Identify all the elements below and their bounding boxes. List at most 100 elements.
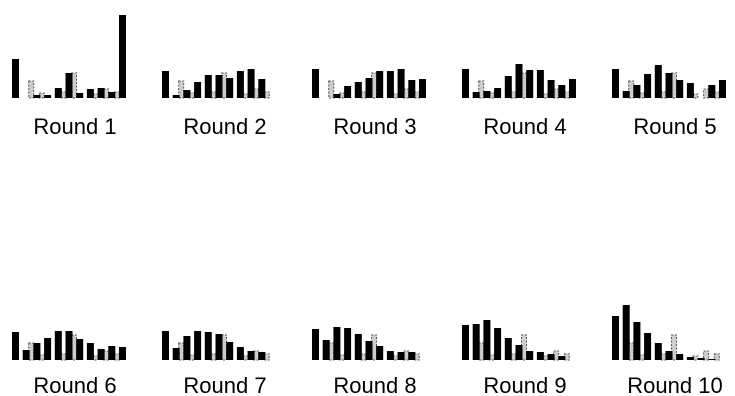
bar-solid xyxy=(622,91,630,98)
bar-solid xyxy=(54,88,62,98)
bar-solid xyxy=(86,343,94,360)
bar-solid xyxy=(76,339,84,360)
bar-solid xyxy=(22,350,30,360)
bar-solid xyxy=(258,79,266,98)
panel-label: Round 4 xyxy=(483,114,566,139)
chart-panel: Round 4 xyxy=(462,64,576,139)
bar-solid xyxy=(236,71,244,98)
bar-solid xyxy=(612,69,619,98)
bar-solid xyxy=(515,345,523,360)
bar-solid xyxy=(483,320,491,360)
bar-solid xyxy=(686,83,694,98)
bar-solid xyxy=(354,334,362,360)
chart-panel: Round 8 xyxy=(312,327,420,396)
bar-solid xyxy=(569,79,576,98)
bar-dashed xyxy=(403,350,410,361)
bar-solid xyxy=(408,352,416,360)
bar-solid xyxy=(483,91,491,98)
bar-solid xyxy=(504,338,512,360)
bar-solid xyxy=(65,331,73,360)
bar-solid xyxy=(376,71,384,98)
bar-solid xyxy=(97,349,105,360)
chart-panel: Round 6 xyxy=(12,331,126,396)
bar-solid xyxy=(12,332,19,360)
bar-solid xyxy=(344,86,352,98)
bar-solid xyxy=(504,76,512,98)
bar-solid xyxy=(322,340,330,360)
bar-solid xyxy=(119,347,126,360)
bar-solid xyxy=(472,324,480,360)
bar-solid xyxy=(536,70,544,98)
bar-solid xyxy=(515,64,523,98)
panel-label: Round 2 xyxy=(183,114,266,139)
bar-dashed xyxy=(328,80,335,99)
bar-solid xyxy=(33,95,41,98)
bar-solid xyxy=(194,331,202,360)
bar-solid xyxy=(558,85,566,98)
bar-solid xyxy=(612,316,619,360)
bar-solid xyxy=(633,322,641,360)
bar-solid xyxy=(365,341,373,360)
bar-solid xyxy=(494,328,502,360)
bar-dashed xyxy=(178,80,185,99)
bar-solid xyxy=(676,354,684,360)
bar-dashed xyxy=(553,350,560,361)
chart-panel: Round 1 xyxy=(12,15,126,139)
panel-label: Round 9 xyxy=(483,373,566,396)
bar-solid xyxy=(719,80,726,98)
bar-solid xyxy=(108,346,116,360)
chart-panel: Round 2 xyxy=(162,69,270,139)
bar-solid xyxy=(558,356,566,360)
bar-solid xyxy=(547,80,555,98)
bar-dashed xyxy=(671,334,677,361)
bar-solid xyxy=(183,90,191,98)
bar-solid xyxy=(204,332,212,360)
bar-solid xyxy=(494,88,502,98)
chart-panel: Round 7 xyxy=(162,331,270,396)
bar-solid xyxy=(462,69,469,98)
bar-solid xyxy=(644,333,652,360)
bar-dashed xyxy=(553,88,560,99)
bar-solid xyxy=(183,336,191,360)
bar-solid xyxy=(365,78,373,98)
bar-solid xyxy=(419,79,426,98)
bar-solid xyxy=(654,65,662,98)
bar-solid xyxy=(54,331,62,360)
bar-dashed xyxy=(403,88,410,99)
panel-label: Round 8 xyxy=(333,373,416,396)
bar-solid xyxy=(665,351,673,360)
bar-solid xyxy=(12,59,19,98)
bar-solid xyxy=(708,359,716,360)
chart-panel: Round 10 xyxy=(612,305,723,396)
bar-solid xyxy=(633,85,641,98)
bar-dashed xyxy=(103,350,110,361)
bar-solid xyxy=(676,80,684,98)
bar-solid xyxy=(33,343,41,360)
bar-solid xyxy=(86,89,94,98)
bar-solid xyxy=(65,73,73,98)
bar-solid xyxy=(312,329,319,360)
chart-panel: Round 9 xyxy=(462,320,570,396)
bar-solid xyxy=(44,95,52,98)
bar-solid xyxy=(44,338,52,360)
bar-solid xyxy=(247,69,255,98)
bar-solid xyxy=(194,82,202,98)
panel-label: Round 7 xyxy=(183,373,266,396)
bar-solid xyxy=(397,69,405,98)
bar-dashed xyxy=(28,80,35,99)
bar-solid xyxy=(708,85,716,98)
bar-solid xyxy=(386,71,394,98)
bar-solid xyxy=(172,348,180,360)
bar-solid xyxy=(462,325,469,360)
bar-solid xyxy=(226,342,234,360)
bar-dashed xyxy=(628,80,635,99)
bar-solid xyxy=(644,74,652,98)
panel-label: Round 6 xyxy=(33,373,116,396)
bar-solid xyxy=(408,80,416,98)
panel-label: Round 5 xyxy=(633,114,716,139)
panel-label: Round 3 xyxy=(333,114,416,139)
bar-solid xyxy=(686,357,694,360)
bar-dashed xyxy=(253,350,260,361)
bar-solid xyxy=(215,75,223,98)
